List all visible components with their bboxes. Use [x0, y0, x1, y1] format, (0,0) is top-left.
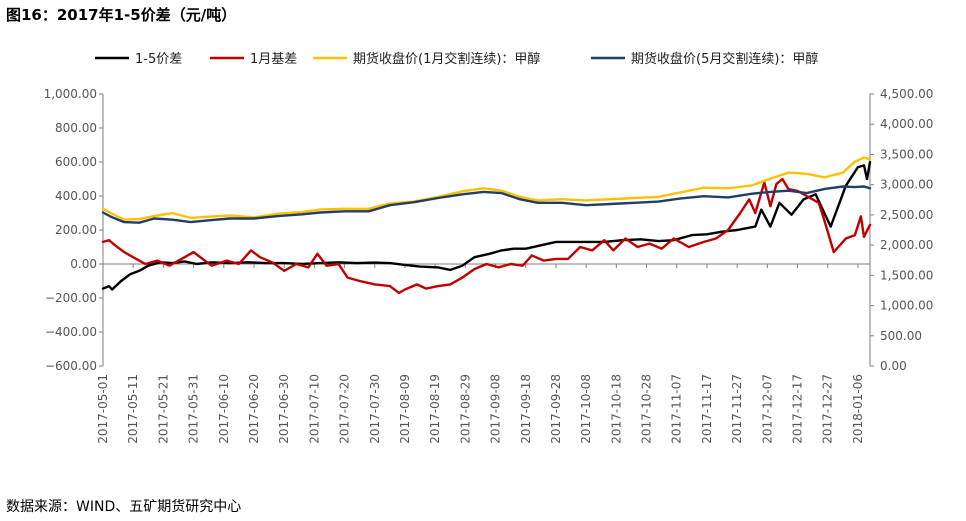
- y-left-tick-label: −600.00: [45, 359, 97, 373]
- y-right-tick-label: 2,500.00: [880, 208, 933, 222]
- x-tick-label: 2017-06-20: [247, 374, 261, 444]
- legend-label-0: 1-5价差: [135, 52, 182, 67]
- x-tick-label: 2017-11-27: [730, 374, 744, 444]
- y-right-tick-label: 0.00: [880, 359, 907, 373]
- series-line-2: [101, 156, 872, 221]
- y-right-tick-label: 2,000.00: [880, 238, 933, 252]
- source-note: 数据来源：WIND、五矿期货研究中心: [6, 499, 242, 515]
- legend-label-2: 期货收盘价(1月交割连续)：甲醇: [353, 51, 540, 67]
- x-tick-label: 2017-12-27: [821, 374, 835, 444]
- series-line-0: [101, 160, 872, 291]
- x-tick-label: 2017-11-07: [670, 374, 684, 444]
- y-left-tick-label: 400.00: [55, 189, 97, 203]
- y-right-tick-label: 3,000.00: [880, 178, 933, 192]
- x-tick-label: 2017-05-01: [96, 374, 110, 444]
- x-tick-label: 2017-10-18: [609, 374, 623, 444]
- y-right-tick-label: 1,000.00: [880, 299, 933, 313]
- legend-label-1: 1月基差: [250, 52, 297, 67]
- legend-label-3: 期货收盘价(5月交割连续)：甲醇: [631, 51, 818, 67]
- y-left-tick-label: 600.00: [55, 155, 97, 169]
- y-right-tick-label: 1,500.00: [880, 268, 933, 282]
- x-tick-label: 2017-09-18: [519, 374, 533, 444]
- x-tick-label: 2017-06-10: [217, 374, 231, 444]
- series-line-1: [101, 177, 872, 295]
- x-tick-label: 2017-05-31: [187, 374, 201, 444]
- x-tick-label: 2017-12-07: [760, 374, 774, 444]
- y-left-tick-label: 1,000.00: [44, 87, 97, 101]
- x-tick-label: 2017-05-21: [156, 374, 170, 444]
- y-left-tick-label: 800.00: [55, 121, 97, 135]
- y-left-tick-label: −200.00: [45, 291, 97, 305]
- x-tick-label: 2017-08-19: [428, 374, 442, 444]
- figure-title: 图16：2017年1-5价差（元/吨）: [6, 6, 237, 24]
- y-left-tick-label: 0.00: [70, 257, 97, 271]
- x-tick-label: 2017-07-10: [307, 374, 321, 444]
- x-tick-label: 2017-10-08: [579, 374, 593, 444]
- x-tick-label: 2017-12-17: [791, 374, 805, 444]
- y-right-tick-label: 4,500.00: [880, 87, 933, 101]
- x-tick-label: 2017-11-17: [700, 374, 714, 444]
- x-tick-label: 2017-09-28: [549, 374, 563, 444]
- x-tick-label: 2017-07-20: [338, 374, 352, 444]
- x-tick-label: 2017-08-29: [458, 374, 472, 444]
- x-tick-label: 2017-06-30: [277, 374, 291, 444]
- y-right-tick-label: 4,000.00: [880, 117, 933, 131]
- x-tick-label: 2017-10-28: [640, 374, 654, 444]
- y-left-tick-label: −400.00: [45, 325, 97, 339]
- y-right-tick-label: 3,500.00: [880, 147, 933, 161]
- x-tick-label: 2017-08-09: [398, 374, 412, 444]
- y-right-tick-label: 500.00: [880, 329, 922, 343]
- y-left-tick-label: 200.00: [55, 223, 97, 237]
- x-tick-label: 2017-05-11: [126, 374, 140, 444]
- series-line-3: [101, 185, 872, 224]
- x-tick-label: 2017-09-08: [489, 374, 503, 444]
- x-tick-label: 2017-07-30: [368, 374, 382, 444]
- x-tick-label: 2018-01-06: [851, 374, 865, 444]
